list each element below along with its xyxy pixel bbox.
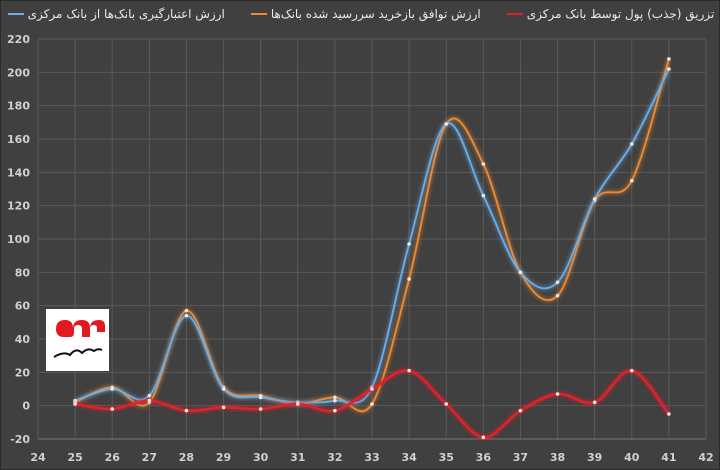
y-tick-label: 40 — [15, 333, 31, 346]
data-point — [667, 67, 671, 71]
data-point — [555, 293, 560, 298]
y-tick-label: -20 — [10, 433, 30, 446]
series-line-2 — [74, 68, 670, 404]
legend-swatch — [250, 13, 267, 15]
x-tick-label: 40 — [624, 451, 640, 464]
x-tick-label: 35 — [439, 451, 454, 464]
data-point — [370, 402, 374, 406]
data-point — [555, 392, 560, 396]
y-tick-label: 120 — [7, 200, 30, 213]
data-point — [592, 400, 597, 405]
data-point — [73, 398, 77, 403]
data-point — [481, 193, 486, 198]
data-point — [147, 393, 152, 398]
data-point — [667, 57, 671, 61]
data-point — [370, 387, 374, 391]
data-point — [481, 162, 486, 166]
x-tick-label: 25 — [67, 451, 82, 464]
x-tick-label: 24 — [30, 451, 46, 464]
legend-swatch — [506, 13, 523, 15]
x-tick-label: 33 — [364, 451, 379, 464]
data-point — [333, 408, 337, 413]
y-tick-label: 140 — [7, 166, 30, 179]
y-tick-label: 60 — [15, 300, 31, 313]
data-point — [629, 368, 634, 373]
y-tick-label: 0 — [22, 400, 30, 413]
x-tick-label: 27 — [142, 451, 157, 464]
data-point — [184, 313, 189, 318]
data-point — [295, 402, 300, 406]
x-tick-label: 41 — [661, 451, 676, 464]
x-tick-label: 29 — [216, 451, 231, 464]
data-point — [407, 277, 411, 281]
y-tick-label: 100 — [7, 233, 30, 246]
data-point — [147, 398, 152, 403]
data-point — [184, 408, 189, 413]
data-point — [110, 407, 115, 411]
legend-swatch — [7, 13, 24, 15]
data-point — [221, 387, 226, 391]
legend: تزریق (جذب) پول توسط بانک مرکزی ارزش توا… — [1, 7, 719, 21]
data-point — [258, 395, 263, 400]
x-tick-label: 38 — [550, 451, 565, 464]
data-point — [407, 242, 411, 246]
data-point — [184, 308, 189, 313]
x-tick-label: 32 — [327, 451, 342, 464]
x-tick-label: 31 — [290, 451, 305, 464]
y-tick-label: 160 — [7, 133, 30, 146]
y-tick-label: 200 — [7, 66, 30, 79]
y-tick-label: 180 — [7, 100, 30, 113]
x-tick-label: 34 — [401, 451, 417, 464]
x-tick-label: 42 — [698, 451, 713, 464]
data-point — [555, 280, 560, 285]
data-point — [333, 398, 337, 403]
data-point — [333, 395, 337, 400]
data-point — [73, 402, 77, 406]
legend-item-repo: ارزش توافق بازخرید سررسید شده بانک‌ها — [250, 7, 481, 21]
legend-item-injection: تزریق (جذب) پول توسط بانک مرکزی — [506, 7, 715, 21]
x-tick-label: 30 — [253, 451, 269, 464]
y-tick-label: 80 — [15, 266, 31, 279]
data-point — [518, 408, 523, 413]
legend-label: ارزش توافق بازخرید سررسید شده بانک‌ها — [270, 7, 481, 21]
data-point — [481, 435, 486, 440]
data-point — [667, 412, 671, 416]
y-tick-label: 220 — [7, 33, 30, 46]
x-tick-label: 36 — [476, 451, 492, 464]
legend-label: ارزش اعتبارگیری بانک‌ها از بانک مرکزی — [27, 7, 225, 21]
data-point — [518, 270, 523, 275]
x-tick-label: 37 — [513, 451, 528, 464]
legend-item-credit: ارزش اعتبارگیری بانک‌ها از بانک مرکزی — [7, 7, 225, 21]
data-point — [592, 197, 597, 201]
x-tick-label: 26 — [105, 451, 121, 464]
data-point — [629, 178, 634, 183]
data-point — [110, 387, 115, 391]
data-point — [444, 402, 449, 406]
data-point — [629, 142, 634, 146]
data-point — [258, 407, 263, 411]
series-line-1 — [74, 58, 670, 413]
y-tick-label: 20 — [15, 366, 31, 379]
x-tick-label: 28 — [179, 451, 194, 464]
legend-label: تزریق (جذب) پول توسط بانک مرکزی — [526, 7, 715, 21]
data-point — [407, 368, 411, 373]
data-point — [444, 122, 449, 126]
data-point — [221, 405, 226, 410]
x-tick-label: 39 — [587, 451, 602, 464]
mehr-news-logo — [46, 309, 109, 371]
